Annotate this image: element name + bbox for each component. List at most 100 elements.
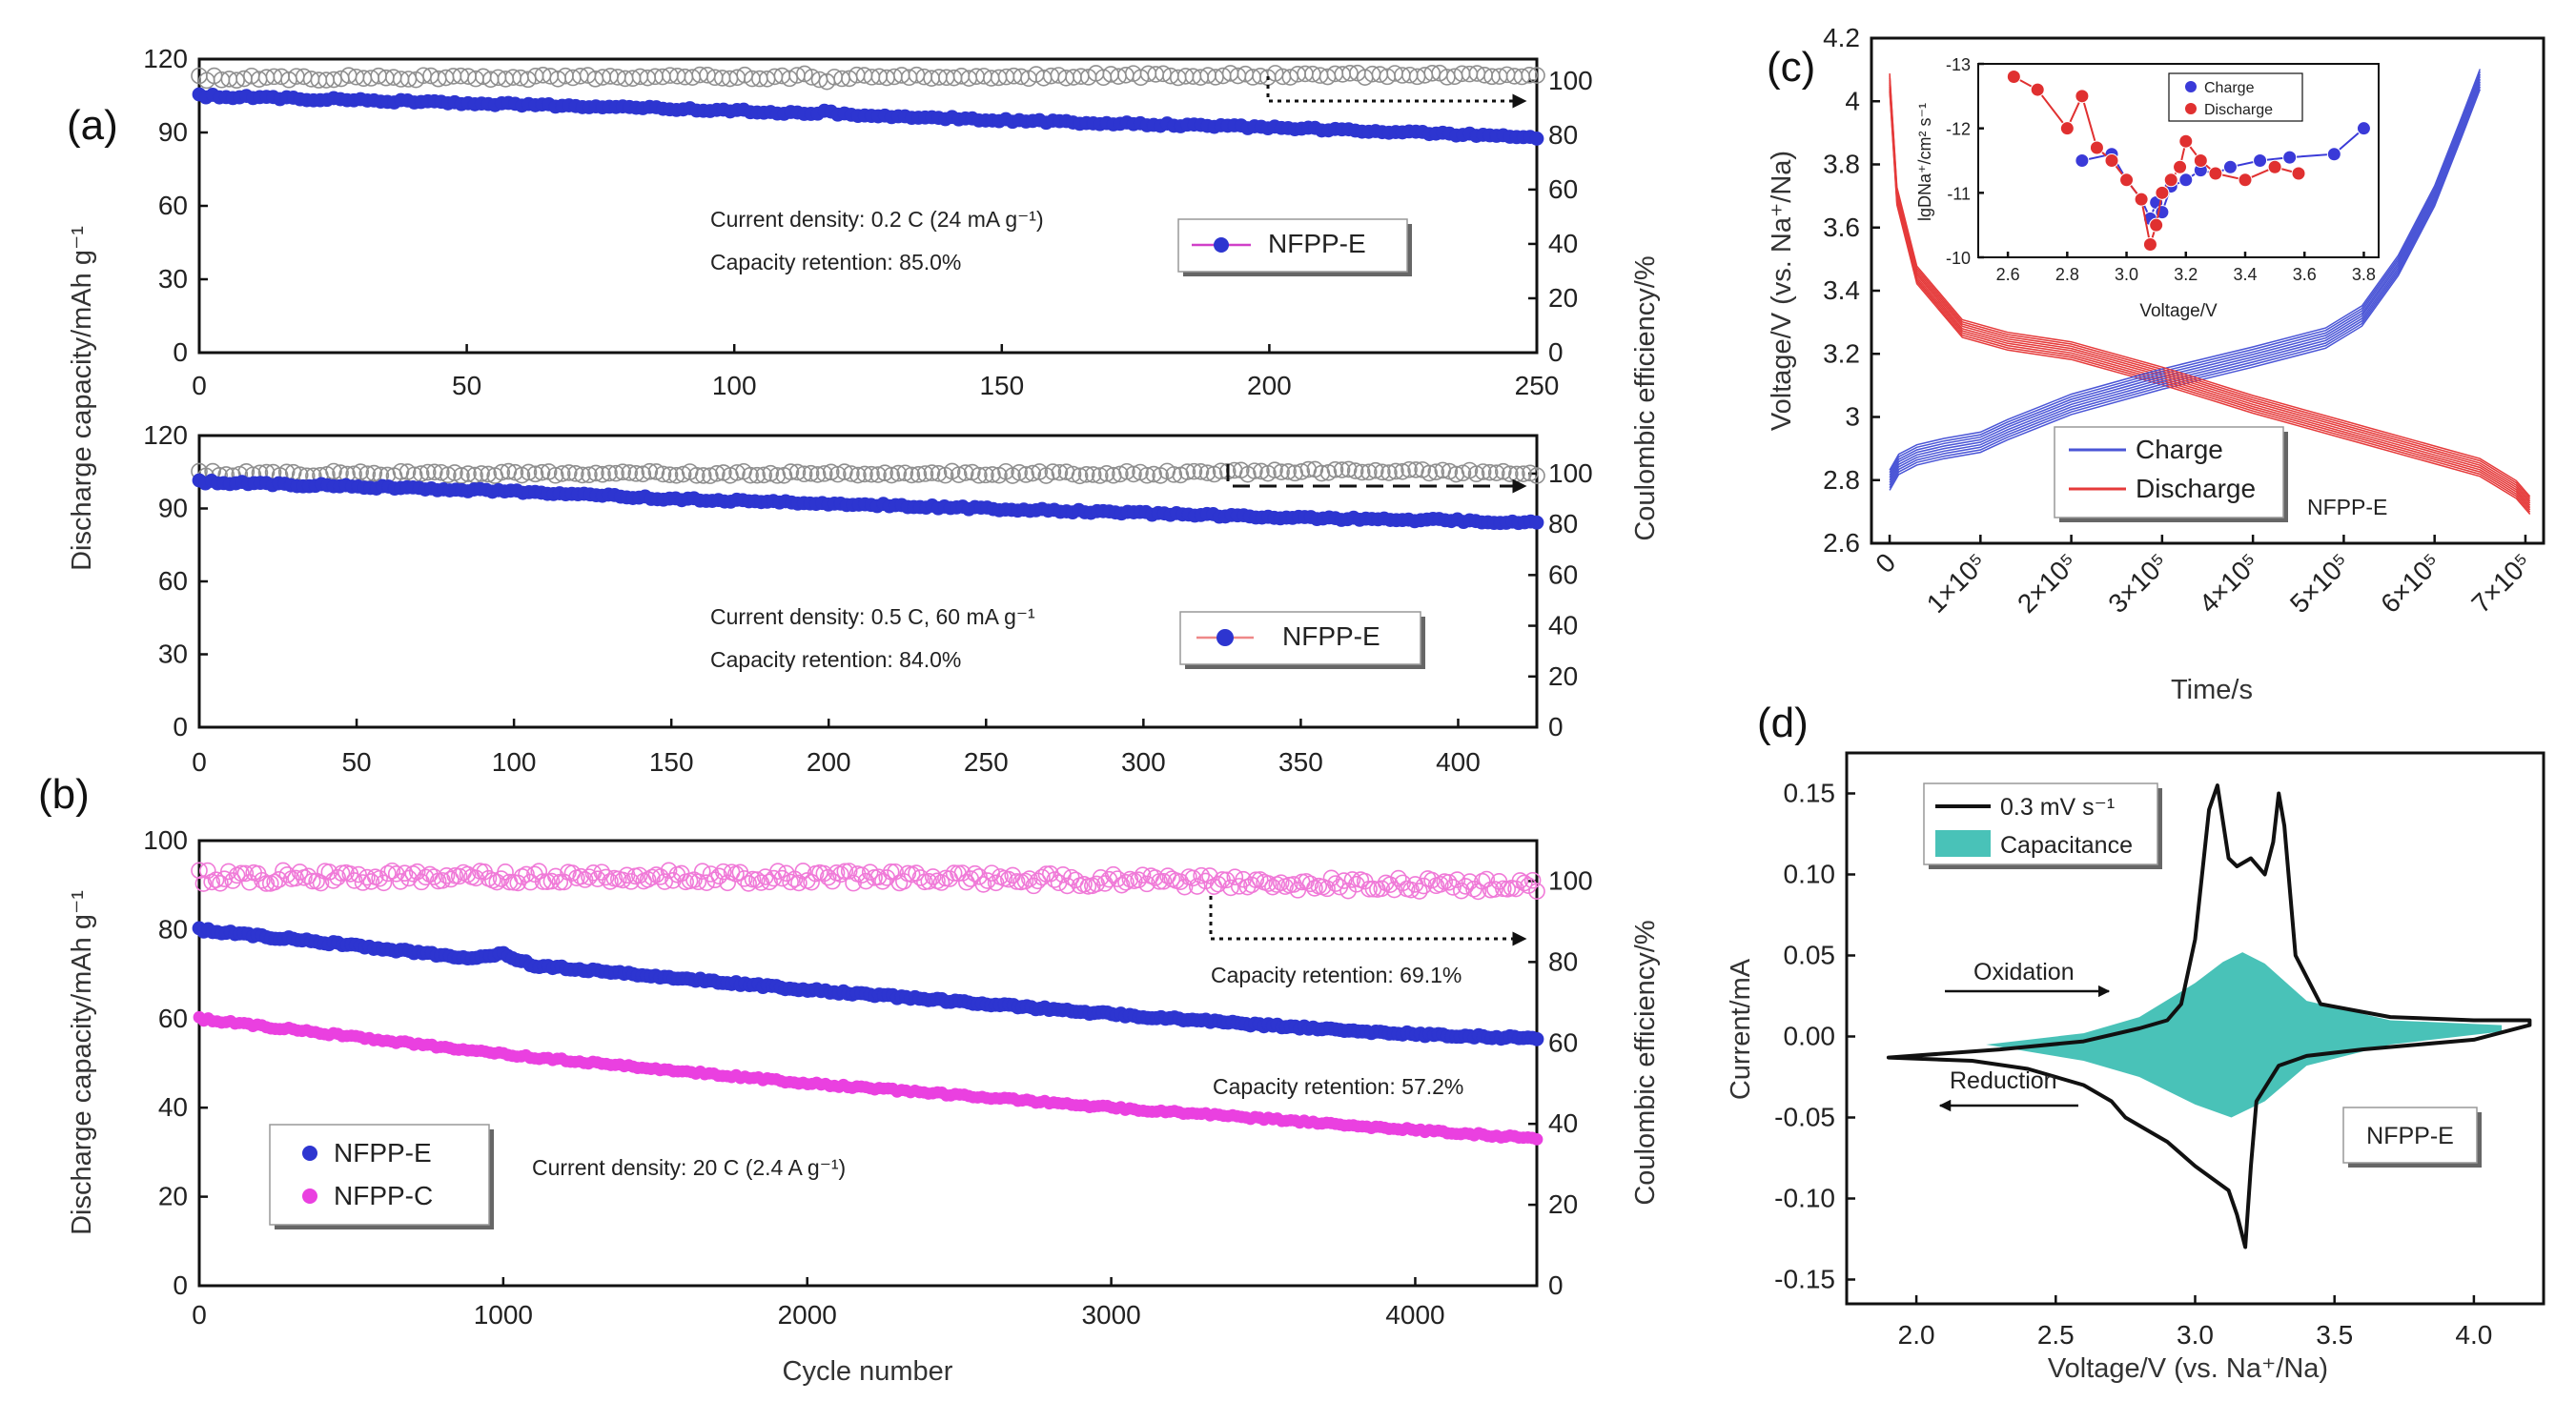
data-point — [654, 465, 672, 483]
y2-tick-label: 60 — [1548, 559, 1578, 589]
data-point — [762, 464, 780, 482]
data-point — [1193, 866, 1210, 884]
data-point — [832, 865, 849, 884]
legend-marker — [2185, 81, 2197, 92]
data-point — [1298, 873, 1315, 890]
data-point — [1198, 464, 1216, 481]
data-point — [2149, 217, 2164, 233]
y2-tick-label: 40 — [1548, 229, 1578, 258]
x-tick-label: 200 — [807, 747, 851, 777]
data-point — [748, 871, 766, 888]
data-point — [2134, 192, 2149, 207]
data-point — [1327, 875, 1344, 892]
discharge-curve — [1889, 84, 2531, 509]
data-point — [425, 463, 443, 481]
data-point — [748, 466, 766, 484]
data-point — [1313, 464, 1331, 482]
data-point — [299, 867, 317, 885]
data-point — [320, 863, 338, 881]
data-point — [1390, 869, 1407, 887]
data-point — [270, 871, 288, 888]
data-point — [1044, 463, 1062, 480]
data-point — [303, 872, 321, 890]
x-tick-label: 3.4 — [2233, 265, 2257, 284]
data-point — [1077, 465, 1095, 483]
discharge-curve — [1889, 89, 2531, 513]
y-tick-label: -10 — [1946, 249, 1971, 268]
x-tick-label: 150 — [979, 371, 1024, 400]
data-point — [572, 867, 590, 885]
x-tick-label: 2.5 — [2037, 1320, 2075, 1350]
data-point — [1097, 465, 1115, 482]
x-tick-label: 3.0 — [2115, 265, 2138, 284]
data-point — [1247, 871, 1265, 888]
data-point — [553, 465, 571, 482]
data-point — [1346, 462, 1364, 479]
data-point — [1209, 875, 1227, 893]
data-point — [1427, 463, 1445, 481]
data-point — [266, 873, 283, 891]
x-tick-label: 2×10⁵ — [2012, 547, 2083, 619]
x-tick-label: 4000 — [1385, 1300, 1444, 1330]
data-point — [660, 862, 678, 880]
y-tick-label: 4 — [1845, 86, 1860, 115]
y-tick-label: 30 — [158, 264, 188, 294]
data-point — [1286, 464, 1303, 482]
data-point — [291, 863, 309, 881]
data-point — [207, 871, 225, 888]
data-point — [857, 872, 875, 890]
y-tick-label: -12 — [1946, 120, 1971, 139]
data-point — [856, 465, 873, 483]
data-point — [533, 463, 551, 481]
y-axis-title: Discharge capacity/mAh g⁻¹ — [67, 226, 97, 571]
data-point — [1529, 515, 1544, 530]
data-point — [843, 465, 860, 482]
data-point — [803, 873, 820, 891]
data-point — [325, 71, 342, 89]
y2-tick-label: 20 — [1548, 661, 1578, 691]
x-tick-label: 100 — [712, 371, 757, 400]
data-point — [2208, 166, 2223, 181]
data-point — [1251, 871, 1269, 888]
data-point — [1402, 881, 1420, 899]
data-point — [607, 464, 624, 482]
data-point — [2104, 153, 2119, 168]
legend-label: Charge — [2204, 80, 2255, 96]
data-point — [930, 465, 948, 482]
y2-tick-label: 20 — [1548, 1189, 1578, 1219]
data-point — [1381, 876, 1399, 893]
data-point — [796, 65, 813, 83]
data-point — [2291, 166, 2306, 181]
data-point — [1322, 869, 1340, 887]
data-point — [488, 873, 506, 891]
data-point — [1494, 462, 1512, 480]
legend-marker — [2185, 103, 2197, 114]
y-tick-label: -0.10 — [1774, 1184, 1835, 1213]
x-tick-label: 50 — [341, 747, 371, 777]
data-point — [1380, 464, 1398, 481]
y-axis-title: Current/mA — [1726, 958, 1756, 1100]
data-point — [1155, 873, 1173, 890]
data-point — [1453, 882, 1470, 900]
y-tick-label: 0 — [173, 1270, 188, 1300]
data-point — [597, 868, 615, 886]
data-point — [1117, 873, 1135, 891]
data-point — [1400, 460, 1418, 478]
x-tick-label: 50 — [452, 371, 481, 400]
data-point — [2222, 159, 2238, 174]
legend-label: NFPP-E — [1282, 621, 1380, 651]
x-tick-label: 1×10⁵ — [1921, 547, 1993, 619]
data-point — [1343, 871, 1361, 888]
data-point — [1432, 876, 1449, 893]
data-point — [781, 70, 799, 88]
y-tick-label: 0.00 — [1784, 1022, 1836, 1051]
data-point — [438, 867, 456, 884]
data-point — [1092, 869, 1110, 886]
y2-tick-label: 80 — [1548, 120, 1578, 150]
data-point — [1301, 875, 1319, 893]
x-tick-label: 3000 — [1081, 1300, 1140, 1330]
x-tick-label: 1000 — [474, 1300, 533, 1330]
charge-curve — [1889, 84, 2482, 486]
data-point — [497, 863, 514, 881]
